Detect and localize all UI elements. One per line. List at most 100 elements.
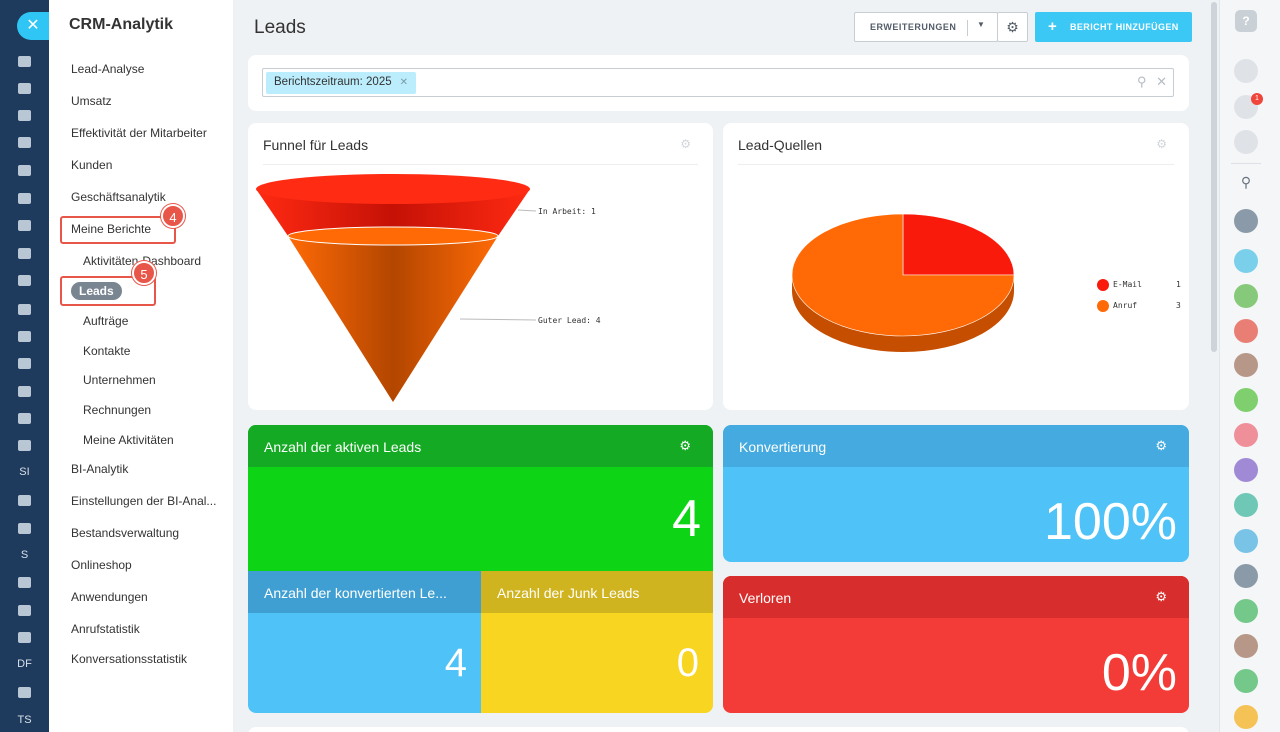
- page-title: Leads: [254, 17, 306, 38]
- sidebar-item-onlineshop[interactable]: Onlineshop: [71, 558, 132, 572]
- feed-icon[interactable]: [0, 77, 49, 99]
- close-icon[interactable]: ✕: [17, 12, 49, 40]
- filter-icon[interactable]: [0, 298, 49, 320]
- avatar[interactable]: [1234, 564, 1258, 588]
- lock-icon[interactable]: [1234, 319, 1258, 343]
- sidebar-item-effektivitaet[interactable]: Effektivität der Mitarbeiter: [71, 126, 207, 140]
- funnel-label-guter-lead: Guter Lead: 4: [538, 316, 601, 325]
- group-icon[interactable]: [1234, 529, 1258, 553]
- drive-icon[interactable]: [0, 269, 49, 291]
- clear-icon[interactable]: ✕: [1156, 74, 1167, 89]
- divider: [738, 164, 1174, 165]
- conversion-tile: Konvertierung ⚙ 100%: [723, 425, 1189, 562]
- list-icon[interactable]: [0, 489, 49, 511]
- gear-icon[interactable]: ⚙: [1156, 137, 1167, 151]
- sidebar-item-konversationsstatistik[interactable]: Konversationsstatistik: [71, 652, 188, 666]
- notification-badge: 1: [1251, 93, 1263, 105]
- scrollbar-thumb[interactable]: [1211, 2, 1217, 352]
- add-report-button[interactable]: + BERICHT HINZUFÜGEN: [1035, 12, 1192, 42]
- chat-icon[interactable]: [0, 131, 49, 153]
- highlight-meine-berichte: [60, 216, 176, 244]
- pie-slice-anruf[interactable]: [791, 213, 1015, 337]
- sidebar-item-rechnungen[interactable]: Rechnungen: [83, 403, 152, 417]
- sidebar-item-kunden[interactable]: Kunden: [71, 158, 113, 172]
- filter-tag-label: Berichtszeitraum: 2025: [274, 76, 392, 88]
- cart-icon[interactable]: [0, 352, 49, 374]
- sidebar-item-bi-einstellungen[interactable]: Einstellungen der BI-Anal...: [71, 494, 217, 508]
- tile-header: Anzahl der konvertierten Le...: [248, 571, 481, 613]
- chevron-down-icon[interactable]: ▼: [977, 20, 986, 29]
- sign-icon[interactable]: [0, 407, 49, 429]
- analytics-icon[interactable]: [0, 325, 49, 347]
- lock-icon[interactable]: [1234, 353, 1258, 377]
- remove-tag-icon[interactable]: ✕: [399, 77, 409, 88]
- help-icon[interactable]: ?: [1235, 10, 1257, 32]
- gear-icon[interactable]: ⚙: [679, 438, 691, 453]
- rail-item-ts[interactable]: TS: [17, 714, 32, 726]
- group-icon[interactable]: [1234, 705, 1258, 729]
- brand-icon[interactable]: [0, 571, 49, 593]
- code-icon[interactable]: [0, 626, 49, 648]
- team-icon[interactable]: [0, 214, 49, 236]
- junk-leads-value: 0: [676, 641, 699, 685]
- scrollbar-track[interactable]: [1210, 0, 1218, 732]
- rail-item-si[interactable]: SI: [19, 466, 30, 478]
- pie-slice-e-mail[interactable]: [902, 213, 1015, 276]
- search-icon[interactable]: ⚲: [1136, 74, 1147, 89]
- lock-icon[interactable]: [1234, 458, 1258, 482]
- inbox-icon[interactable]: [0, 104, 49, 126]
- sidebar-item-leads[interactable]: Leads: [71, 282, 122, 300]
- sidebar-item-meine-aktivitaeten[interactable]: Meine Aktivitäten: [83, 433, 174, 447]
- gear-icon: ⚙: [1006, 19, 1019, 35]
- gear-icon[interactable]: ⚙: [680, 137, 691, 151]
- copilot-icon[interactable]: [1234, 59, 1258, 83]
- right-rail: ? 1 ⚲: [1219, 0, 1280, 732]
- sidebar-item-unternehmen[interactable]: Unternehmen: [83, 373, 156, 387]
- bank-icon[interactable]: [0, 599, 49, 621]
- edit-icon[interactable]: [0, 681, 49, 703]
- legend-count: 3: [1176, 301, 1181, 310]
- calendar-icon[interactable]: [0, 159, 49, 181]
- lock-icon[interactable]: [1234, 284, 1258, 308]
- rail-item-df[interactable]: DF: [17, 658, 32, 670]
- extensions-button[interactable]: ERWEITERUNGEN ▼: [854, 12, 998, 42]
- sidebar-item-kontakte[interactable]: Kontakte: [83, 344, 131, 358]
- lead-sources-title: Lead-Quellen: [738, 137, 823, 153]
- contact-card-icon[interactable]: [1234, 423, 1258, 447]
- gear-icon[interactable]: ⚙: [1155, 438, 1167, 453]
- home-icon[interactable]: [0, 50, 49, 72]
- settings-button[interactable]: ⚙: [997, 12, 1028, 42]
- search-icon[interactable]: ⚲: [1240, 174, 1252, 190]
- gear-icon[interactable]: ⚙: [1155, 589, 1167, 604]
- document-icon[interactable]: [0, 242, 49, 264]
- sidebar-item-bestandsverwaltung[interactable]: Bestandsverwaltung: [71, 526, 180, 540]
- lock-icon[interactable]: [1234, 634, 1258, 658]
- legend-item-anruf[interactable]: Anruf 3: [1097, 299, 1187, 320]
- avatar[interactable]: [1234, 209, 1258, 233]
- legend-item-email[interactable]: E-Mail 1: [1097, 278, 1187, 299]
- sidebar-item-auftraege[interactable]: Aufträge: [83, 314, 129, 328]
- sidebar-item-anrufstatistik[interactable]: Anrufstatistik: [71, 622, 140, 636]
- highlight-leads: [60, 276, 156, 306]
- lock-icon[interactable]: [1234, 388, 1258, 412]
- chat-bubble-icon[interactable]: [1234, 249, 1258, 273]
- sidebar-item-geschaeftsanalytik[interactable]: Geschäftsanalytik: [71, 190, 166, 204]
- filter-search-field[interactable]: Berichtszeitraum: 2025 ✕ ⚲ ✕: [262, 68, 1174, 97]
- sidebar-item-anwendungen[interactable]: Anwendungen: [71, 590, 148, 604]
- rail-item-s[interactable]: S: [20, 549, 29, 561]
- group-icon[interactable]: [0, 517, 49, 539]
- chat-icon[interactable]: [1234, 130, 1258, 154]
- calendar-icon[interactable]: [1234, 669, 1258, 693]
- sidebar-item-lead-analyse[interactable]: Lead-Analyse: [71, 62, 145, 76]
- junk-leads-title: Anzahl der Junk Leads: [497, 585, 640, 601]
- target-icon[interactable]: [0, 380, 49, 402]
- task-icon[interactable]: [1234, 599, 1258, 623]
- funnel-chart: In Arbeit: 1 Guter Lead: 4: [256, 174, 601, 402]
- sidebar-item-umsatz[interactable]: Umsatz: [71, 94, 112, 108]
- tasks-icon[interactable]: [0, 187, 49, 209]
- filter-tag[interactable]: Berichtszeitraum: 2025 ✕: [266, 72, 417, 94]
- id-card-icon[interactable]: [0, 434, 49, 456]
- lock-icon[interactable]: [1234, 493, 1258, 517]
- sidebar-item-meine-berichte[interactable]: Meine Berichte: [71, 222, 152, 236]
- sidebar-item-bi-analytik[interactable]: BI-Analytik: [71, 462, 129, 476]
